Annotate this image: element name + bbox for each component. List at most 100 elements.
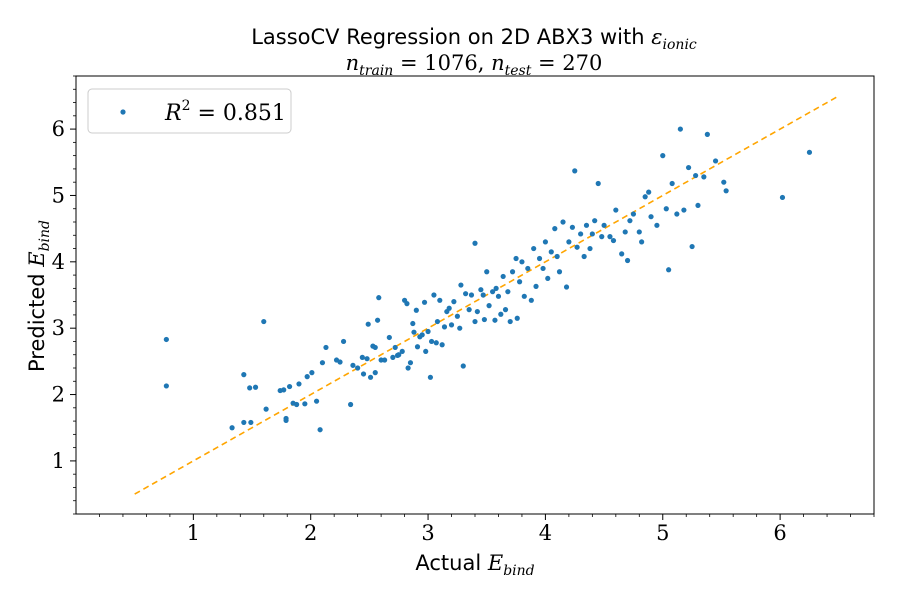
data-point	[413, 307, 419, 313]
data-point	[486, 303, 492, 309]
data-point	[309, 370, 315, 376]
data-point	[806, 149, 813, 155]
x-tick-label: 4	[539, 521, 552, 545]
data-point	[556, 269, 563, 275]
data-point	[689, 243, 695, 250]
data-point	[519, 259, 525, 265]
x-tick-label: 6	[773, 521, 786, 545]
data-point	[390, 354, 396, 360]
data-point	[681, 207, 687, 213]
data-point	[592, 218, 598, 224]
data-point	[666, 267, 672, 273]
data-point	[392, 344, 398, 351]
data-point	[542, 239, 549, 245]
data-point	[317, 427, 323, 433]
plot-frame	[75, 75, 875, 515]
data-point	[619, 251, 625, 257]
data-point	[374, 317, 381, 323]
data-point	[404, 301, 410, 307]
data-point	[163, 383, 169, 389]
x-tick-label: 3	[421, 521, 434, 545]
data-point	[660, 153, 666, 159]
data-point	[439, 342, 445, 348]
data-point	[723, 188, 729, 194]
data-point	[480, 292, 486, 298]
y-tick-label: 5	[52, 183, 65, 207]
x-tick-label: 2	[304, 521, 317, 545]
data-point	[525, 265, 531, 272]
data-point	[286, 383, 293, 390]
legend-box	[87, 88, 292, 134]
data-point	[360, 371, 367, 377]
data-point	[587, 245, 593, 252]
data-point	[533, 283, 539, 289]
data-point	[648, 214, 654, 220]
x-tick-label: 1	[187, 521, 200, 545]
data-point	[367, 374, 374, 380]
y-tick-label: 6	[52, 117, 65, 141]
data-point	[610, 237, 617, 244]
data-point	[545, 275, 551, 282]
data-point	[396, 352, 402, 358]
data-point	[521, 293, 527, 299]
data-point	[630, 211, 637, 217]
data-point	[446, 305, 452, 311]
chart-subtitle: ntrain = 1076, ntest = 270	[346, 51, 603, 79]
data-point	[712, 158, 719, 164]
data-point	[313, 398, 320, 404]
data-point	[419, 332, 425, 338]
data-point	[348, 401, 354, 408]
data-point	[252, 384, 259, 390]
data-point	[528, 297, 534, 303]
data-point	[263, 406, 269, 412]
data-point	[472, 240, 478, 246]
data-points	[163, 126, 813, 433]
data-point	[399, 348, 405, 355]
data-point	[613, 207, 619, 213]
data-point	[685, 164, 692, 171]
data-point	[624, 257, 631, 264]
data-point	[428, 338, 435, 345]
data-point	[513, 255, 519, 262]
data-point	[283, 417, 289, 424]
data-point	[441, 324, 448, 330]
data-point	[163, 336, 169, 343]
data-point	[466, 307, 472, 313]
y-tick-label: 2	[52, 383, 65, 407]
data-point	[484, 269, 490, 275]
data-point	[639, 239, 645, 245]
y-tick-label: 1	[52, 449, 65, 473]
data-point	[457, 325, 463, 331]
data-point	[241, 372, 247, 378]
data-point	[468, 292, 475, 298]
data-point	[495, 293, 502, 299]
data-point	[636, 229, 642, 235]
y-tick-label: 3	[52, 316, 65, 340]
legend-label: R2 = 0.851	[164, 98, 286, 126]
data-point	[704, 131, 710, 137]
data-point	[601, 222, 607, 228]
axis-ticks: 1 2 3 4 5 6 1 2 3 4 5 6	[52, 75, 875, 545]
data-point	[583, 222, 590, 228]
data-point	[355, 365, 361, 371]
data-point	[451, 299, 457, 305]
data-point	[505, 289, 511, 295]
data-point	[674, 211, 680, 217]
data-point	[376, 295, 382, 301]
data-point	[669, 180, 675, 187]
data-point	[492, 317, 498, 323]
data-point	[663, 206, 669, 212]
data-point	[540, 265, 546, 272]
data-point	[372, 370, 378, 376]
data-point	[721, 179, 727, 185]
data-point	[425, 328, 431, 335]
x-tick-label: 5	[656, 521, 669, 545]
data-point	[411, 329, 417, 335]
data-point	[423, 348, 429, 355]
data-point	[437, 297, 443, 303]
data-point	[296, 381, 302, 387]
chart-title: LassoCV Regression on 2D ABX3 with εioni…	[251, 25, 697, 53]
data-point	[261, 318, 267, 325]
data-point	[646, 189, 652, 195]
data-point	[364, 356, 370, 362]
